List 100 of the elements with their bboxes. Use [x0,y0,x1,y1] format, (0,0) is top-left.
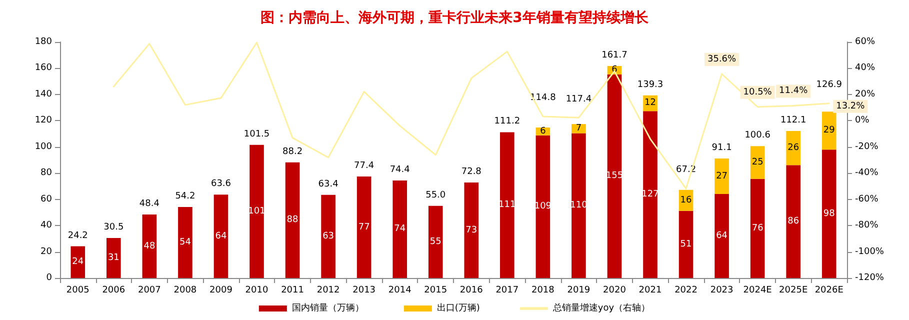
bar [392,180,407,278]
data-label: 98 [823,208,836,219]
total-label: 100.6 [744,130,771,141]
data-label: 101 [248,206,266,216]
total-label: 24.2 [68,230,88,241]
data-label: 35.6% [708,54,737,64]
x-tick-label: 2011 [281,286,304,296]
data-label: 73 [466,225,478,236]
bar [786,165,800,278]
data-label: 76 [752,223,764,234]
total-label: 63.6 [210,179,232,190]
y-tick-label: 180 [34,37,52,47]
x-tick-label: 2018 [531,286,555,296]
legend-label: 总销量增速yoy（右轴） [552,302,650,314]
y2-tick-label: 0% [855,116,870,126]
data-label: 26 [788,143,800,154]
x-tick-label: 2025E [779,286,808,296]
data-label: 77 [358,222,370,232]
y2-tick-label: 60% [855,37,876,47]
x-tick-label: 2022 [674,286,698,296]
data-label: 74 [394,224,406,234]
total-label: 63.4 [318,179,339,190]
bar [643,111,658,278]
y2-tick-label: 40% [855,63,876,74]
y-tick-label: 160 [34,63,52,74]
data-label: 29 [823,126,836,136]
bar [714,194,729,278]
data-label: 11.4% [779,86,808,96]
y-tick-label: 80 [40,168,52,178]
total-label: 54.2 [175,191,196,202]
x-tick-label: 2009 [210,286,233,296]
total-label: 91.1 [712,143,732,154]
bar [607,74,622,278]
bar [178,206,192,278]
data-label: 64 [716,230,728,241]
bar [750,146,765,179]
bar [70,246,86,278]
y2-tick-label: -120% [855,273,884,283]
x-tick-label: 2014 [388,286,412,296]
bar [321,194,336,278]
total-label: 111.2 [494,116,520,127]
x-tick-label: 2005 [66,286,90,296]
x-tick-label: 2024E [743,286,772,296]
data-label: 54 [179,237,192,248]
bar [822,150,836,278]
total-label: 161.7 [602,50,628,60]
y2-tick-label: -40% [855,168,879,178]
x-tick-label: 2017 [496,286,519,296]
data-label: 24 [72,257,84,268]
data-label: 31 [108,253,120,264]
data-label: 13.2% [836,101,866,112]
x-tick-label: 2006 [102,286,126,296]
y2-tick-label: -60% [855,194,879,204]
data-label: 127 [642,190,659,200]
total-label: 48.4 [139,199,160,210]
y2-tick-label: -80% [855,220,879,231]
total-label: 77.4 [354,161,374,172]
bar [428,206,443,278]
bar [142,214,157,278]
total-label: 139.3 [637,80,664,90]
y-tick-label: 40 [40,220,52,231]
data-label: 25 [752,157,764,168]
data-label: 10.5% [743,87,772,98]
bar [500,132,514,278]
total-label: 72.8 [461,167,482,178]
bar [214,194,228,278]
x-tick-label: 2013 [352,286,376,296]
y-tick-label: 60 [40,194,52,204]
legend-label: 国内销量（万辆） [292,302,364,314]
total-label: 126.9 [816,80,842,90]
bar [822,112,836,150]
data-label: 6 [540,126,546,136]
chart-title: 图：内需向上、海外可期，重卡行业未来3年销量有望持续增长 [260,9,650,26]
x-tick-label: 2020 [603,286,626,296]
y-tick-label: 140 [34,89,52,100]
total-label: 112.1 [780,116,806,126]
legend-label: 出口(万辆) [436,302,480,314]
bar [678,210,694,278]
x-tick-label: 2016 [460,286,484,296]
bar [285,162,300,278]
x-tick-label: 2008 [174,286,197,296]
bar [572,124,586,134]
x-tick-label: 2007 [138,286,161,296]
bar [714,158,729,194]
bar [786,131,800,166]
total-label: 30.5 [104,222,124,233]
y2-tick-label: 20% [855,89,876,100]
x-tick-label: 2010 [245,286,268,296]
data-label: 111 [498,200,516,210]
data-label: 88 [286,215,299,226]
data-label: 16 [680,195,692,206]
bar [106,238,121,278]
x-tick-label: 2019 [567,286,590,296]
x-tick-label: 2021 [638,286,662,296]
y-tick-label: 120 [34,116,52,126]
data-label: 64 [215,231,227,242]
y-tick-label: 0 [46,273,52,283]
data-label: 7 [576,124,582,134]
bar [464,182,479,278]
data-label: 63 [322,231,334,242]
